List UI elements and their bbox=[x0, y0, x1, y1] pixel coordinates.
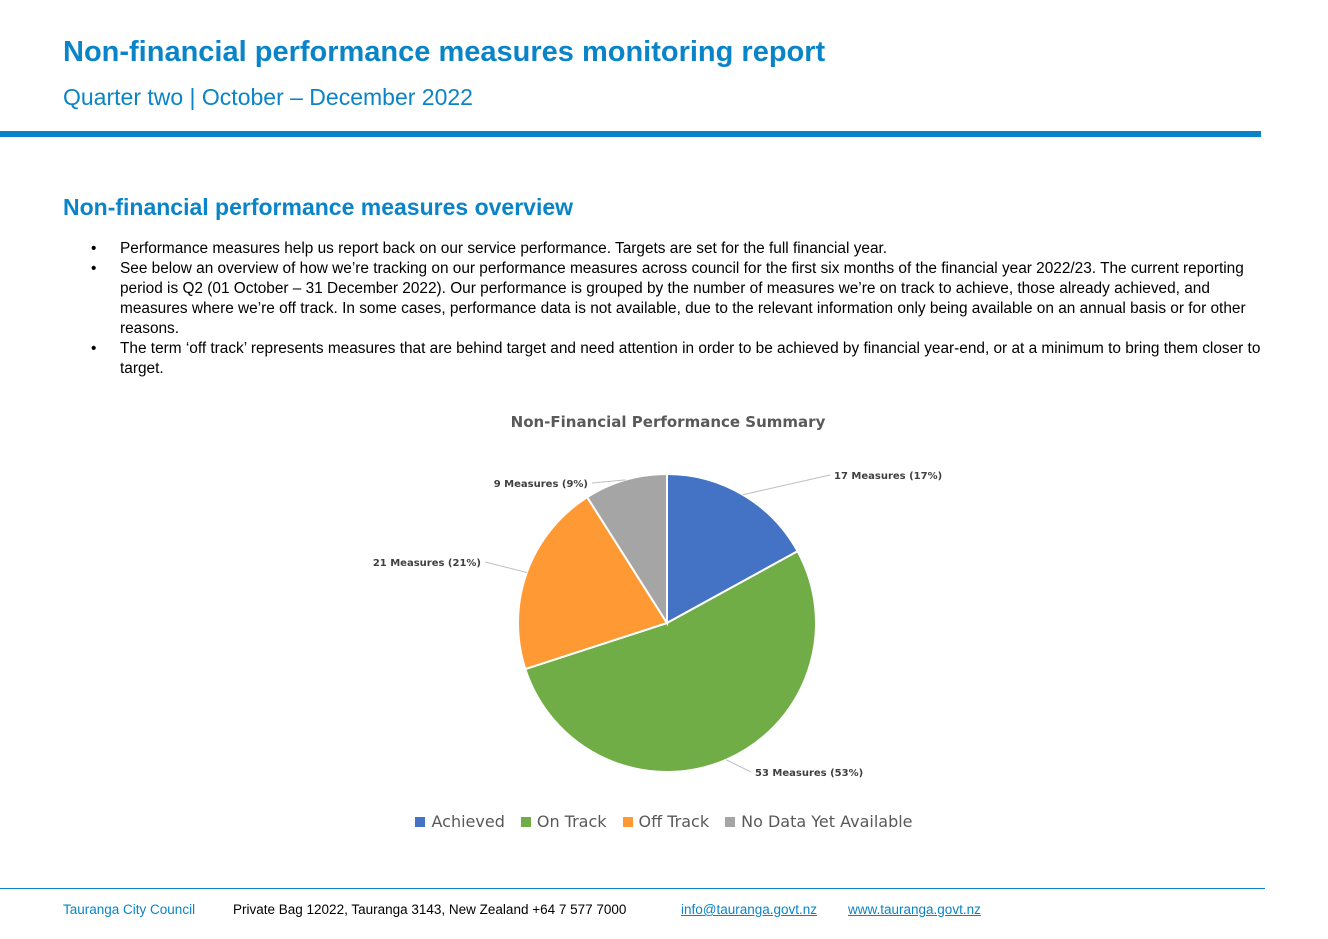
leader-line-on-track bbox=[725, 759, 752, 773]
page-subtitle: Quarter two | October – December 2022 bbox=[63, 84, 473, 110]
data-label-achieved: 17 Measures (17%) bbox=[834, 471, 942, 482]
bullet-item: The term ‘off track’ represents measures… bbox=[91, 339, 1265, 379]
bullet-item: See below an overview of how we’re track… bbox=[91, 259, 1265, 339]
legend-item-on-track: On Track bbox=[520, 812, 607, 831]
chart-legend: Achieved On Track Off Track No Data Yet Ava… bbox=[0, 812, 1328, 831]
data-label-off-track: 21 Measures (21%) bbox=[373, 558, 481, 569]
legend-item-achieved: Achieved bbox=[415, 812, 505, 831]
data-label-no-data-yet-available: 9 Measures (9%) bbox=[494, 479, 588, 490]
section-heading: Non-financial performance measures overv… bbox=[63, 194, 574, 220]
pie-slice-no-data-yet-available bbox=[585, 472, 668, 627]
header-divider bbox=[0, 131, 1261, 137]
legend-label: On Track bbox=[536, 812, 607, 831]
legend-swatch bbox=[622, 816, 633, 827]
legend-swatch bbox=[520, 816, 531, 827]
legend-swatch bbox=[415, 816, 426, 827]
legend-item-no-data-yet-available: No Data Yet Available bbox=[725, 812, 913, 831]
legend-label: Achieved bbox=[431, 812, 505, 831]
footer-website-link[interactable]: www.tauranga.govt.nz bbox=[848, 902, 981, 917]
footer-divider bbox=[0, 888, 1265, 889]
leader-line-no-data-yet-available bbox=[591, 479, 626, 484]
pie-slice-on-track bbox=[524, 549, 817, 773]
footer-address: Private Bag 12022, Tauranga 3143, New Ze… bbox=[233, 902, 627, 917]
leader-line-achieved bbox=[742, 474, 831, 496]
footer-email-link[interactable]: info@tauranga.govt.nz bbox=[681, 902, 818, 917]
footer-organisation: Tauranga City Council bbox=[63, 902, 196, 917]
legend-label: No Data Yet Available bbox=[741, 812, 913, 831]
data-label-on-track: 53 Measures (53%) bbox=[755, 768, 863, 779]
pie-slice-off-track bbox=[517, 495, 669, 671]
legend-item-off-track: Off Track bbox=[622, 812, 710, 831]
leader-line-off-track bbox=[484, 561, 527, 574]
legend-swatch bbox=[725, 816, 736, 827]
legend-label: Off Track bbox=[638, 812, 710, 831]
page-title: Non-financial performance measures monit… bbox=[63, 36, 826, 68]
chart-title: Non-Financial Performance Summary bbox=[510, 413, 826, 431]
bullet-item: Performance measures help us report back… bbox=[91, 239, 1265, 259]
overview-bullet-list: Performance measures help us report back… bbox=[91, 239, 1265, 379]
